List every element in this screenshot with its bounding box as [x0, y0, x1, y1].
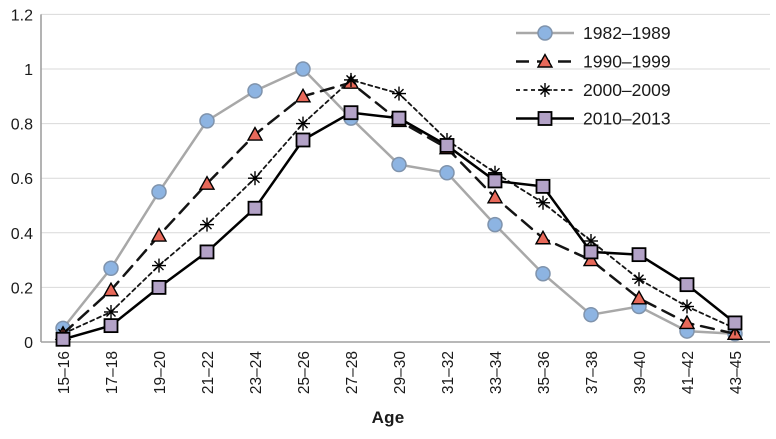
asterisk-marker	[346, 74, 356, 85]
y-tick-label: 0.6	[11, 171, 33, 188]
square-marker	[295, 132, 311, 148]
x-tick-label: 35–36	[536, 351, 553, 394]
legend-label: 2000–2009	[583, 80, 671, 100]
circle-marker	[199, 113, 215, 129]
square-marker	[487, 173, 503, 189]
y-tick-label: 0.8	[11, 117, 33, 134]
circle-marker	[537, 25, 553, 41]
x-tick-label: 17–18	[104, 351, 121, 394]
asterisk-marker	[586, 235, 596, 246]
asterisk-marker	[634, 274, 644, 285]
square-marker	[631, 247, 647, 263]
triangle-marker	[534, 229, 552, 245]
square-marker	[535, 178, 551, 194]
square-marker	[199, 244, 215, 260]
triangle-marker	[486, 188, 504, 204]
x-tick-label: 25–26	[296, 351, 313, 394]
asterisk-marker	[106, 306, 116, 317]
square-marker	[439, 138, 455, 153]
circle-marker	[487, 216, 503, 233]
x-tick-label: 39–40	[632, 351, 649, 394]
square-marker	[343, 105, 359, 121]
y-tick-label: 1	[24, 62, 33, 79]
x-tick-label: 29–30	[392, 351, 409, 394]
square-marker	[247, 200, 263, 216]
legend-label: 1982–1989	[583, 23, 671, 43]
asterisk-marker	[394, 88, 404, 99]
square-marker	[391, 110, 407, 126]
triangle-marker	[582, 251, 600, 267]
triangle-marker	[294, 87, 312, 103]
circle-marker	[247, 83, 263, 99]
asterisk-marker	[540, 85, 550, 95]
asterisk-marker	[682, 301, 692, 312]
x-tick-label: 21–22	[200, 351, 217, 394]
y-tick-label: 0	[24, 335, 33, 352]
x-tick-label: 19–20	[152, 351, 169, 394]
square-marker	[537, 111, 553, 126]
x-tick-label: 27–28	[344, 351, 361, 394]
x-axis-title: Age	[371, 408, 405, 427]
x-tick-label: 15–16	[56, 351, 73, 394]
square-marker	[103, 318, 119, 334]
circle-marker	[535, 266, 551, 282]
square-marker	[151, 279, 167, 295]
triangle-marker	[246, 126, 264, 141]
triangle-marker	[150, 227, 168, 242]
triangle-marker	[678, 314, 696, 330]
circle-marker	[439, 164, 455, 181]
asterisk-marker	[154, 260, 164, 271]
x-tick-label: 37–38	[584, 351, 601, 394]
triangle-marker	[630, 289, 648, 305]
triangle-marker	[102, 281, 120, 297]
triangle-marker	[536, 53, 554, 68]
square-marker	[679, 277, 695, 293]
asterisk-marker	[202, 219, 212, 230]
y-tick-label: 1.2	[11, 7, 33, 24]
x-tick-label: 23–24	[248, 351, 265, 394]
square-marker	[55, 331, 71, 347]
circle-marker	[103, 260, 119, 277]
y-tick-label: 0.4	[11, 226, 33, 243]
x-tick-label: 43–45	[728, 351, 745, 394]
square-marker	[727, 315, 743, 331]
asterisk-marker	[298, 118, 308, 129]
x-tick-label: 31–32	[440, 351, 457, 394]
circle-marker	[391, 156, 407, 173]
triangle-marker	[198, 175, 216, 190]
x-tick-label: 33–34	[488, 351, 505, 394]
asterisk-marker	[538, 197, 548, 208]
square-marker	[583, 244, 599, 260]
y-tick-label: 0.2	[11, 280, 33, 297]
asterisk-marker	[250, 173, 260, 184]
x-tick-label: 41–42	[680, 351, 697, 394]
legend-label: 2010–2013	[583, 109, 671, 129]
legend-label: 1990–1999	[583, 52, 671, 72]
circle-marker	[151, 184, 167, 200]
circle-marker	[583, 306, 599, 323]
circle-marker	[295, 61, 311, 77]
